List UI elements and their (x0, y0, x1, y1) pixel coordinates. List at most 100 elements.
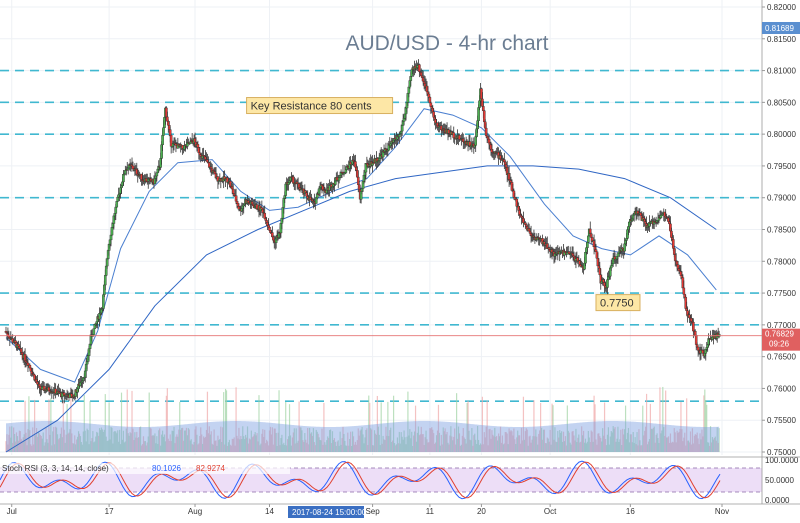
volume-bar (430, 428, 432, 452)
volume-bar (13, 427, 15, 452)
price-tick-label: 0.80500 (767, 98, 796, 107)
volume-bar (151, 435, 153, 452)
price-axis[interactable]: 0.82000 0.81500 0.81000 0.80500 0.80000 0.795… (761, 0, 800, 458)
volume-bar (410, 438, 412, 452)
volume-bar (246, 426, 249, 452)
volume-bar (516, 437, 518, 452)
volume-bar (554, 427, 556, 452)
time-axis[interactable]: Jul 17 Aug 14 Sep 11 20 Oct 16 Nov (0, 503, 800, 516)
volume-bar (624, 405, 627, 452)
volume-bar (682, 441, 684, 452)
volume-bar (108, 402, 110, 452)
volume-bar (36, 436, 39, 452)
volume-bar (520, 427, 523, 452)
volume-bar (545, 443, 547, 452)
volume-bar (179, 401, 181, 452)
volume-bar (243, 436, 245, 452)
volume-bar (144, 441, 146, 452)
volume-bar (21, 440, 23, 452)
volume-bar (711, 437, 714, 452)
volume-bar (335, 445, 337, 452)
volume-bar (66, 404, 68, 452)
volume-bar (590, 430, 592, 452)
volume-bar (550, 444, 552, 452)
volume-bar (362, 434, 364, 452)
volume-bar (452, 440, 454, 452)
volume-bar (631, 442, 633, 452)
volume-bar (267, 445, 270, 452)
volume-bar (499, 426, 502, 452)
volume-bar (687, 440, 689, 452)
candle (115, 201, 119, 208)
volume-bar (249, 439, 251, 452)
volume-bar (332, 439, 335, 452)
volume-bar (374, 433, 377, 452)
volume-bar (17, 440, 20, 452)
volume-bar (98, 428, 101, 452)
volume-bar (69, 429, 71, 452)
volume-bar (531, 439, 533, 452)
volume-bar (436, 430, 439, 452)
volume-bar (147, 436, 149, 452)
volume-bar (307, 428, 309, 452)
volume-bar (462, 428, 464, 452)
volume-bar (363, 443, 365, 452)
volume-bar (178, 429, 180, 452)
volume-bar (297, 440, 299, 452)
volume-bar (294, 443, 296, 452)
volume-bar (228, 439, 230, 452)
volume-bar (397, 443, 399, 452)
volume-bar (650, 428, 652, 452)
volume-bar (153, 435, 155, 452)
volume-bar (176, 434, 178, 452)
volume-bar (717, 442, 719, 452)
volume-bar (131, 390, 133, 452)
volume-bar (619, 439, 621, 452)
volume-bar (456, 438, 459, 452)
volume-bar (271, 427, 273, 452)
volume-bar (486, 400, 488, 452)
volume-bar (666, 437, 668, 452)
volume-bar (184, 430, 187, 452)
annotation-key-resistance: Key Resistance 80 cents (246, 97, 394, 115)
volume-bar (687, 440, 690, 452)
crosshair-date-label: 2017-08-24 15:00:00 (292, 508, 367, 517)
volume-bar (305, 439, 307, 452)
volume-bar (699, 433, 701, 452)
volume-bar (264, 429, 266, 452)
volume-bar (442, 427, 444, 452)
volume-bar (222, 427, 224, 452)
stoch-rsi-panel[interactable]: Stoch RSI (3, 3, 14, 14, close) 80.1026 … (0, 456, 800, 505)
volume-bar (657, 438, 659, 452)
volume-bar (688, 442, 691, 452)
volume-bar (405, 444, 407, 452)
volume-bar (226, 445, 229, 452)
volume-bar (283, 442, 285, 452)
volume-bar (149, 427, 151, 452)
volume-bar (250, 430, 252, 452)
stoch-rsi-axis: 100.0000 50.0000 0.0000 (761, 456, 800, 505)
volume-bar (221, 441, 223, 452)
volume-bar (476, 443, 478, 452)
volume-bar (126, 389, 128, 452)
volume-bar (641, 445, 643, 452)
volume-bar (174, 443, 176, 452)
volume-bar (406, 436, 408, 452)
volume-bar (325, 444, 327, 452)
volume-bar (41, 438, 43, 452)
volume-bar (225, 390, 228, 452)
volume-bar (53, 427, 55, 452)
volume-bar (571, 431, 573, 452)
volume-bar (266, 441, 269, 452)
time-tick-label: Nov (715, 507, 729, 516)
volume-bar (8, 434, 10, 452)
volume-bar (79, 436, 82, 452)
volume-bar (674, 432, 676, 452)
volume-bar (502, 444, 504, 452)
volume-bar (336, 441, 338, 452)
volume-bar (201, 434, 203, 452)
volume-bar (326, 440, 328, 452)
volume-bar (527, 445, 529, 452)
last-price-tag: 0.76829 09:26 (762, 328, 800, 351)
